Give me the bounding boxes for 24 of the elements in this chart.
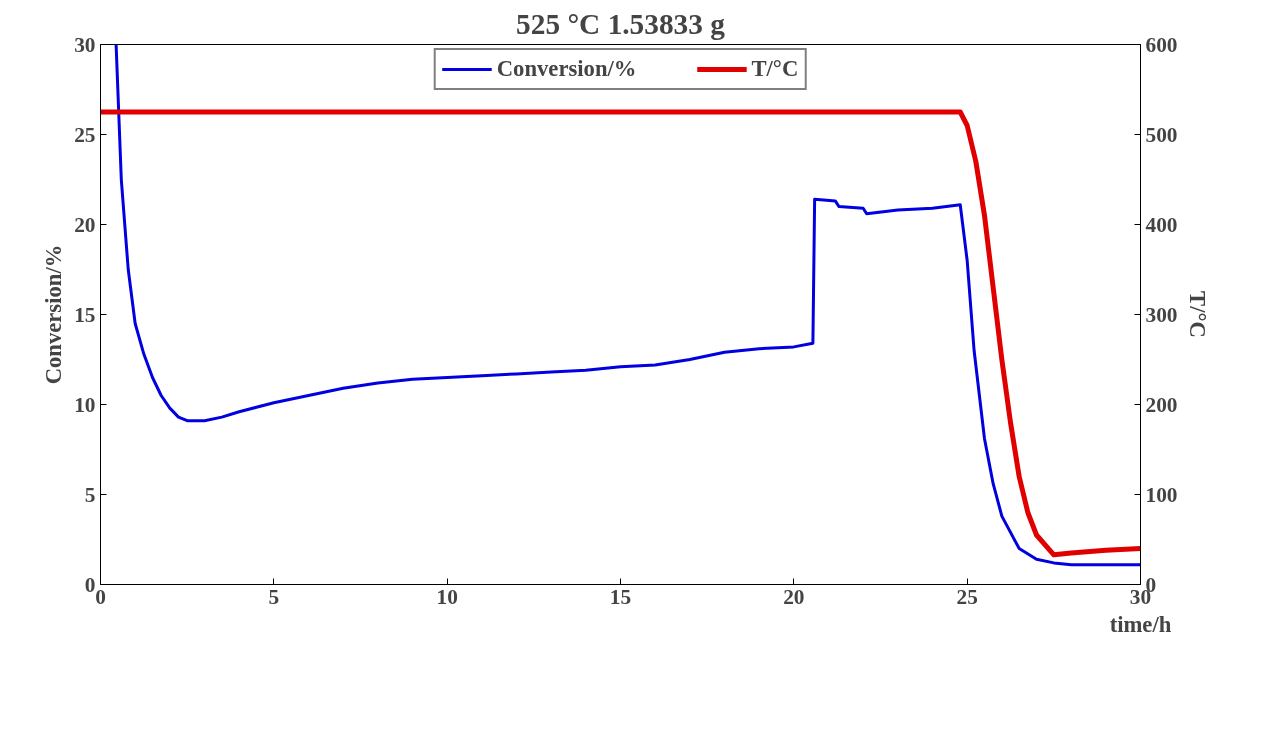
y-tick-label: 30 [74, 32, 96, 57]
y2-tick-label: 200 [1145, 392, 1178, 417]
y-axis-title: Conversion/% [41, 244, 67, 385]
legend-label: T/°C [751, 56, 799, 82]
x-axis-title: time/h [1109, 611, 1172, 637]
x-tick-label: 5 [268, 584, 280, 609]
chart-title: 525 °C 1.53833 g [516, 7, 726, 40]
y2-axis-title: T/°C [1185, 291, 1211, 338]
y2-tick-label: 100 [1145, 482, 1178, 507]
y-tick-label: 15 [74, 302, 96, 327]
y-tick-label: 20 [74, 212, 96, 237]
y-tick-label: 25 [74, 122, 96, 147]
y-tick-label: 10 [74, 392, 96, 417]
line-series [114, 44, 1141, 567]
y-tick-label: 5 [84, 482, 96, 507]
x-tick-label: 15 [609, 584, 632, 609]
legend-label: Conversion/% [496, 56, 637, 82]
x-tick-label: 20 [783, 584, 805, 609]
x-tick-label: 10 [436, 584, 458, 609]
y2-tick-label: 500 [1145, 122, 1178, 147]
y2-tick-label: 300 [1145, 302, 1178, 327]
y2-tick-label: 600 [1145, 32, 1178, 57]
x-tick-label: 25 [956, 584, 978, 609]
y2-tick-label: 400 [1145, 212, 1178, 237]
